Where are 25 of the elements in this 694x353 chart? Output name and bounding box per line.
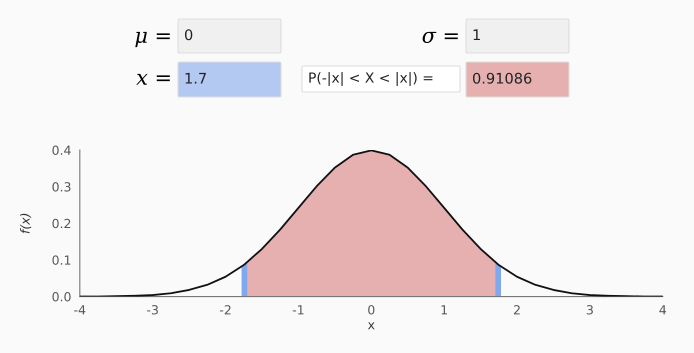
x-tick-label: -2: [220, 305, 231, 314]
y-tick-label: 0.1: [52, 255, 70, 265]
x-axis-title: x: [368, 322, 375, 330]
x-tick-label: -4: [74, 305, 86, 314]
y-tick-label: 0.2: [52, 218, 70, 228]
text: 1: [474, 29, 480, 40]
text: P(-|x| < X < |x|) =: [309, 72, 432, 86]
y-axis-title: f(x): [20, 214, 32, 234]
x-tick-label: 0: [368, 305, 374, 315]
y-tick-label: 0.4: [52, 145, 71, 155]
text: x =: [136, 74, 170, 85]
x-tick-label: -1: [292, 305, 304, 314]
y-tick-label: 0.3: [52, 182, 70, 192]
text: 0.91086: [472, 72, 532, 84]
x-tick-label: 2: [514, 305, 520, 314]
text: 0: [184, 29, 192, 40]
text: μ =: [135, 32, 170, 48]
x-tick-label: 4: [659, 305, 666, 314]
x-tick-label: 3: [586, 305, 593, 315]
line-series: [80, 150, 663, 297]
y-tick-label: 0.0: [52, 292, 71, 302]
x-tick-label: -3: [147, 305, 158, 315]
x-tick-label: 1: [442, 305, 447, 314]
text: σ =: [422, 32, 458, 44]
text: 1.7: [186, 72, 206, 84]
